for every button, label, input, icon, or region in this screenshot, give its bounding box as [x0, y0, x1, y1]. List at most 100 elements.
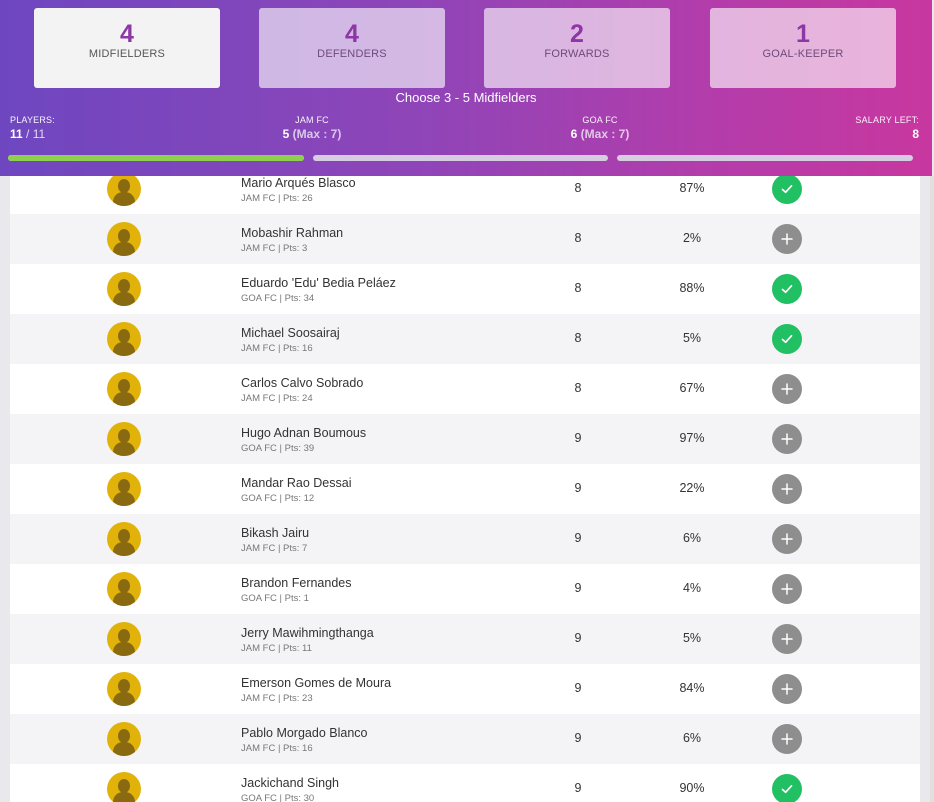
player-selection-percent: 88%	[679, 281, 705, 295]
player-price: 9	[574, 731, 582, 745]
player-add-button[interactable]	[772, 624, 802, 654]
tab-defenders[interactable]: 4 DEFENDERS	[259, 8, 445, 88]
tab-forwards[interactable]: 2 FORWARDS	[484, 8, 670, 88]
player-name: Bikash Jairu	[241, 526, 310, 540]
team2-value: 6 (Max : 7)	[570, 127, 630, 141]
player-avatar-icon	[107, 572, 141, 606]
selection-hint: Choose 3 - 5 Midfielders	[395, 90, 537, 105]
player-row[interactable]: Emerson Gomes de Moura JAM FC | Pts: 23 9 8…	[10, 664, 920, 714]
player-team-points: JAM FC | Pts: 16	[241, 743, 313, 754]
player-price: 9	[574, 531, 582, 545]
player-row[interactable]: Bikash Jairu JAM FC | Pts: 7 9 6%	[10, 514, 920, 564]
player-avatar-icon	[107, 672, 141, 706]
player-row[interactable]: Mobashir Rahman JAM FC | Pts: 3 8 2%	[10, 214, 920, 264]
player-price: 9	[574, 681, 582, 695]
player-row[interactable]: Hugo Adnan Boumous GOA FC | Pts: 39 9 97%	[10, 414, 920, 464]
player-name: Pablo Morgado Blanco	[241, 726, 368, 740]
player-add-button[interactable]	[772, 424, 802, 454]
player-team-points: GOA FC | Pts: 30	[241, 793, 315, 802]
player-team-points: GOA FC | Pts: 34	[241, 293, 315, 304]
player-row[interactable]: Carlos Calvo Sobrado JAM FC | Pts: 24 8 67%	[10, 364, 920, 414]
team1-value: 5 (Max : 7)	[282, 127, 342, 141]
player-row[interactable]: Pablo Morgado Blanco JAM FC | Pts: 16 9 6%	[10, 714, 920, 764]
check-icon	[781, 184, 793, 194]
player-name: Brandon Fernandes	[241, 576, 352, 590]
player-team-points: JAM FC | Pts: 16	[241, 343, 313, 354]
player-avatar-icon	[107, 622, 141, 656]
scrollbar[interactable]	[930, 176, 934, 802]
salary-label: SALARY LEFT:	[855, 115, 919, 125]
player-team-points: GOA FC | Pts: 12	[241, 493, 315, 504]
player-avatar-icon	[107, 322, 141, 356]
player-price: 8	[574, 181, 582, 195]
player-team-points: JAM FC | Pts: 7	[241, 543, 308, 554]
players-progress-bar	[8, 155, 304, 161]
team1-progress-bar	[313, 155, 608, 161]
player-add-button[interactable]	[772, 374, 802, 404]
tab-label: FORWARDS	[544, 48, 610, 60]
player-team-points: JAM FC | Pts: 23	[241, 693, 313, 704]
player-row[interactable]: Jackichand Singh GOA FC | Pts: 30 9 90%	[10, 764, 920, 802]
player-avatar-icon	[107, 472, 141, 506]
player-name: Jerry Mawihmingthanga	[241, 626, 374, 640]
player-add-button[interactable]	[772, 224, 802, 254]
player-team-points: GOA FC | Pts: 1	[241, 593, 309, 604]
player-selected-check-button[interactable]	[772, 774, 802, 802]
plus-icon	[781, 683, 793, 695]
player-selected-check-button[interactable]	[772, 324, 802, 354]
player-add-button[interactable]	[772, 524, 802, 554]
player-price: 9	[574, 431, 582, 445]
plus-icon	[781, 633, 793, 645]
player-name: Mobashir Rahman	[241, 226, 344, 240]
player-row[interactable]: Michael Soosairaj JAM FC | Pts: 16 8 5%	[10, 314, 920, 364]
plus-icon	[781, 383, 793, 395]
player-name: Mario Arqués Blasco	[241, 176, 356, 190]
player-row[interactable]: Eduardo 'Edu' Bedia Peláez GOA FC | Pts: …	[10, 264, 920, 314]
player-name: Mandar Rao Dessai	[241, 476, 352, 490]
plus-icon	[781, 483, 793, 495]
player-avatar-icon	[107, 422, 141, 456]
tab-label: MIDFIELDERS	[88, 48, 166, 60]
player-selection-percent: 6%	[682, 731, 702, 745]
player-row[interactable]: Mandar Rao Dessai GOA FC | Pts: 12 9 22%	[10, 464, 920, 514]
player-selection-percent: 6%	[682, 531, 702, 545]
player-name: Hugo Adnan Boumous	[241, 426, 367, 440]
player-selected-check-button[interactable]	[772, 174, 802, 204]
player-selection-percent: 5%	[682, 631, 702, 645]
team-builder-header: 4 MIDFIELDERS 4 DEFENDERS 2 FORWARDS 1 G…	[0, 0, 932, 176]
player-avatar-icon	[107, 172, 141, 206]
player-selection-percent: 87%	[679, 181, 705, 195]
player-price: 9	[574, 631, 582, 645]
player-name: Emerson Gomes de Moura	[241, 676, 392, 690]
player-name: Eduardo 'Edu' Bedia Peláez	[241, 276, 396, 290]
players-progress-fill	[8, 155, 304, 161]
player-team-points: JAM FC | Pts: 24	[241, 393, 313, 404]
player-avatar-icon	[107, 222, 141, 256]
player-avatar-icon	[107, 722, 141, 756]
player-row[interactable]: Brandon Fernandes GOA FC | Pts: 1 9 4%	[10, 564, 920, 614]
plus-icon	[781, 433, 793, 445]
team2-progress-bar	[617, 155, 913, 161]
player-price: 9	[574, 581, 582, 595]
player-selection-percent: 84%	[679, 681, 705, 695]
player-list: Mario Arqués Blasco JAM FC | Pts: 26 8 87% M…	[10, 164, 920, 802]
player-selection-percent: 67%	[679, 381, 705, 395]
player-add-button[interactable]	[772, 574, 802, 604]
player-selected-check-button[interactable]	[772, 274, 802, 304]
player-name: Carlos Calvo Sobrado	[241, 376, 364, 390]
player-row[interactable]: Jerry Mawihmingthanga JAM FC | Pts: 11 9 5%	[10, 614, 920, 664]
plus-icon	[781, 733, 793, 745]
tab-count: 2	[570, 20, 584, 48]
players-value: 11 / 11	[10, 127, 46, 141]
player-add-button[interactable]	[772, 724, 802, 754]
tab-label: DEFENDERS	[317, 48, 387, 60]
salary-stat: SALARY LEFT: 8	[855, 115, 919, 141]
check-icon	[781, 334, 793, 344]
team1-label: JAM FC	[295, 115, 329, 125]
player-price: 8	[574, 231, 582, 245]
player-selection-percent: 4%	[682, 581, 702, 595]
player-add-button[interactable]	[772, 674, 802, 704]
tab-midfielders[interactable]: 4 MIDFIELDERS	[34, 8, 220, 88]
tab-goalkeeper[interactable]: 1 GOAL-KEEPER	[710, 8, 896, 88]
player-add-button[interactable]	[772, 474, 802, 504]
